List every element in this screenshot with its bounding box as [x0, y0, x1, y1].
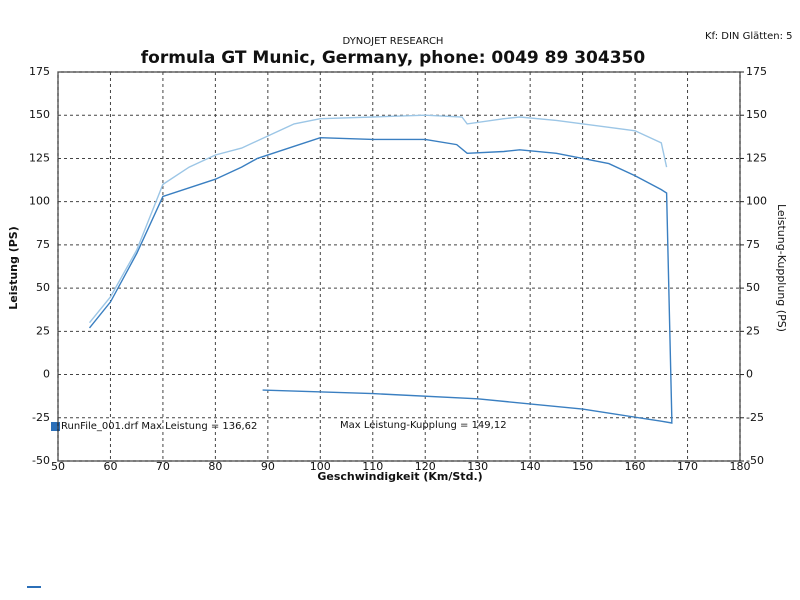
chart-title: formula GT Munic, Germany, phone: 0049 8…: [141, 48, 646, 68]
legend-swatch: [51, 422, 60, 431]
x-tick-label: 140: [520, 460, 541, 473]
y2-tick-label: 175: [746, 65, 767, 78]
annotation: Max Leistung-Kupplung = 149,12: [340, 420, 507, 431]
y-tick-label: -25: [32, 411, 50, 424]
x-tick-label: 130: [467, 460, 488, 473]
x-tick-label: 120: [415, 460, 436, 473]
y2-tick-label: -25: [746, 411, 764, 424]
x-tick-label: 80: [208, 460, 222, 473]
y2-tick-label: 0: [746, 368, 753, 381]
x-tick-label: 70: [156, 460, 170, 473]
y-tick-label: -50: [32, 454, 50, 467]
x-axis-label: Geschwindigkeit (Km/Std.): [317, 470, 482, 483]
y-tick-label: 25: [36, 324, 50, 337]
y-tick-label: 100: [29, 195, 50, 208]
series-line: [88, 114, 668, 324]
header: DYNOJET RESEARCH: [343, 36, 444, 47]
y2-tick-label: -50: [746, 454, 764, 467]
x-tick-label: 60: [103, 460, 117, 473]
y2-tick-label: 50: [746, 281, 760, 294]
x-tick-label: 100: [310, 460, 331, 473]
y-tick-label: 0: [43, 368, 50, 381]
x-tick-label: 110: [362, 460, 383, 473]
x-tick-label: 180: [730, 460, 751, 473]
y-tick-label: 150: [29, 108, 50, 121]
plot-frame: [57, 71, 741, 462]
annotation: RunFile_001.drf Max Leistung = 136,62: [61, 421, 257, 432]
y-axis-label: Leistung (PS): [7, 226, 20, 309]
y-tick-label: 175: [29, 65, 50, 78]
scan-mark: [27, 586, 41, 588]
x-tick-label: 50: [51, 460, 65, 473]
y-tick-label: 125: [29, 151, 50, 164]
y2-tick-label: 25: [746, 324, 760, 337]
x-tick-label: 170: [677, 460, 698, 473]
y-tick-label: 75: [36, 238, 50, 251]
y2-tick-label: 150: [746, 108, 767, 121]
y2-tick-label: 125: [746, 151, 767, 164]
x-tick-label: 150: [572, 460, 593, 473]
series-line: [88, 136, 673, 424]
x-tick-label: 90: [261, 460, 275, 473]
settings: Kf: DIN Glätten: 5: [705, 31, 792, 42]
y2-tick-label: 100: [746, 195, 767, 208]
y2-axis-label: Leistung-Kupplung (PS): [775, 204, 788, 332]
y2-tick-label: 75: [746, 238, 760, 251]
x-tick-label: 160: [625, 460, 646, 473]
y-tick-label: 50: [36, 281, 50, 294]
